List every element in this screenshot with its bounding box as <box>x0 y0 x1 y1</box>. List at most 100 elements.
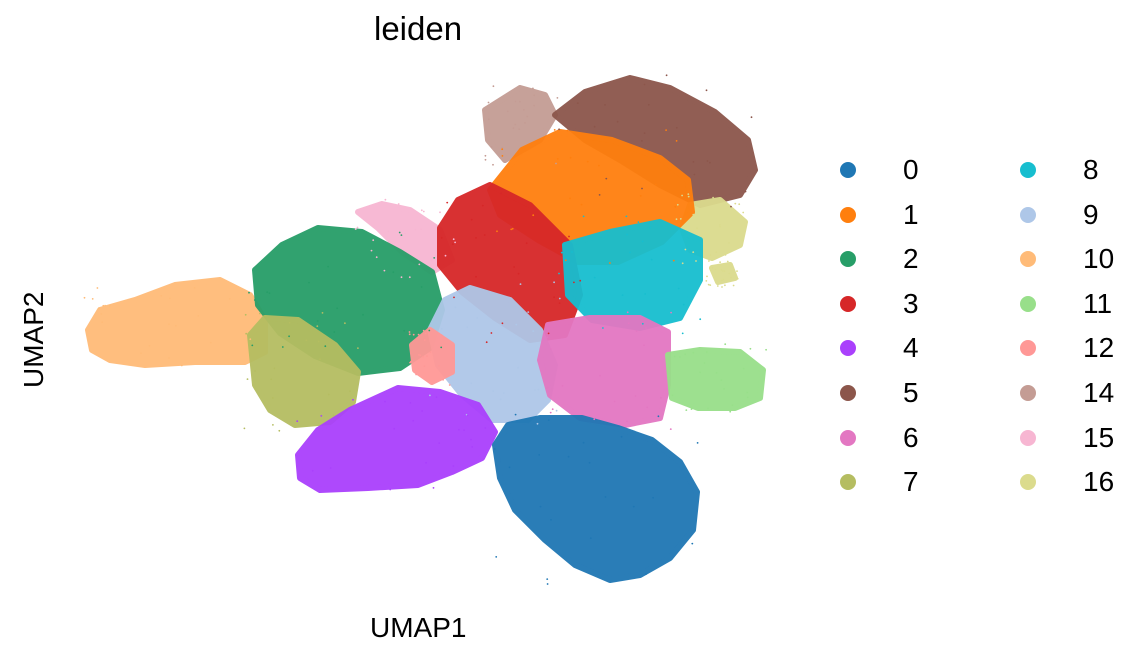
point-16 <box>712 196 714 199</box>
point-10 <box>228 297 231 300</box>
point-7 <box>305 339 308 342</box>
point-9 <box>515 323 518 326</box>
point-7 <box>278 429 281 432</box>
legend-item-7: 7 <box>840 462 919 502</box>
point-4 <box>425 461 427 464</box>
point-14 <box>492 163 494 166</box>
point-5 <box>665 74 668 77</box>
point-8 <box>682 303 685 306</box>
point-16 <box>679 218 682 220</box>
point-8 <box>648 222 651 225</box>
point-7 <box>317 340 320 343</box>
point-8 <box>571 251 573 253</box>
point-11 <box>715 372 718 374</box>
point-2 <box>324 345 327 348</box>
umap-scatter <box>83 74 767 585</box>
point-16 <box>709 284 712 286</box>
point-15 <box>439 211 441 214</box>
point-6 <box>634 395 637 397</box>
point-5 <box>706 160 709 162</box>
point-8 <box>649 226 651 229</box>
point-0 <box>691 542 694 545</box>
point-3 <box>517 272 520 275</box>
point-1 <box>553 129 556 131</box>
point-8 <box>629 251 631 254</box>
point-6 <box>599 374 601 377</box>
point-10 <box>249 338 252 341</box>
point-12 <box>418 354 420 356</box>
point-8 <box>681 332 684 335</box>
point-6 <box>551 408 554 411</box>
legend: 0 1 2 3 4 5 6 7 8 9 10 11 12 14 15 16 <box>840 150 1140 510</box>
point-14 <box>492 85 495 88</box>
point-4 <box>452 465 455 467</box>
point-0 <box>539 505 542 508</box>
point-2 <box>400 234 403 237</box>
chart-title: leiden <box>374 10 463 47</box>
point-14 <box>556 97 559 99</box>
point-2 <box>333 331 336 333</box>
point-4 <box>296 420 299 423</box>
point-5 <box>709 161 711 164</box>
point-12 <box>423 365 426 367</box>
point-0 <box>567 455 570 458</box>
point-4 <box>389 488 392 491</box>
point-12 <box>438 332 440 335</box>
point-11 <box>679 356 681 358</box>
point-14 <box>533 104 535 107</box>
point-12 <box>422 355 424 358</box>
point-15 <box>404 232 407 235</box>
point-5 <box>576 102 579 104</box>
point-6 <box>549 411 552 414</box>
point-14 <box>488 118 490 121</box>
point-1 <box>609 262 611 264</box>
x-axis-label: UMAP1 <box>370 612 467 643</box>
point-5 <box>593 125 596 128</box>
point-9 <box>558 297 561 300</box>
point-4 <box>463 429 465 431</box>
point-15 <box>420 228 422 231</box>
point-6 <box>643 344 645 347</box>
point-16 <box>722 278 725 281</box>
point-4 <box>329 467 332 469</box>
point-4 <box>458 428 460 431</box>
point-8 <box>641 322 644 325</box>
point-7 <box>319 358 321 361</box>
point-15 <box>372 239 375 242</box>
point-11 <box>729 410 732 413</box>
legend-item-10: 10 <box>1020 239 1114 279</box>
point-5 <box>558 128 560 131</box>
point-5 <box>616 120 619 123</box>
point-16 <box>695 260 697 262</box>
point-11 <box>746 391 749 394</box>
point-12 <box>426 355 428 357</box>
point-14 <box>514 123 517 126</box>
point-11 <box>684 353 687 356</box>
point-14 <box>514 100 517 103</box>
point-16 <box>728 241 730 244</box>
point-15 <box>454 241 456 244</box>
point-8 <box>560 251 563 254</box>
point-16 <box>723 270 726 273</box>
legend-marker-4 <box>840 340 856 357</box>
point-2 <box>336 307 339 310</box>
point-15 <box>354 228 357 231</box>
point-11 <box>749 347 752 350</box>
point-15 <box>420 209 423 212</box>
point-12 <box>423 339 426 341</box>
point-4 <box>466 414 469 417</box>
point-15 <box>387 230 390 233</box>
point-16 <box>728 272 731 275</box>
point-10 <box>96 287 99 289</box>
point-0 <box>514 413 517 416</box>
point-16 <box>715 251 718 254</box>
point-12 <box>422 329 425 332</box>
point-11 <box>705 351 708 353</box>
point-0 <box>652 496 654 499</box>
point-8 <box>602 327 604 329</box>
point-16 <box>736 270 738 272</box>
point-9 <box>527 311 530 313</box>
point-1 <box>674 205 677 208</box>
point-6 <box>588 415 591 417</box>
legend-marker-2 <box>840 251 856 268</box>
